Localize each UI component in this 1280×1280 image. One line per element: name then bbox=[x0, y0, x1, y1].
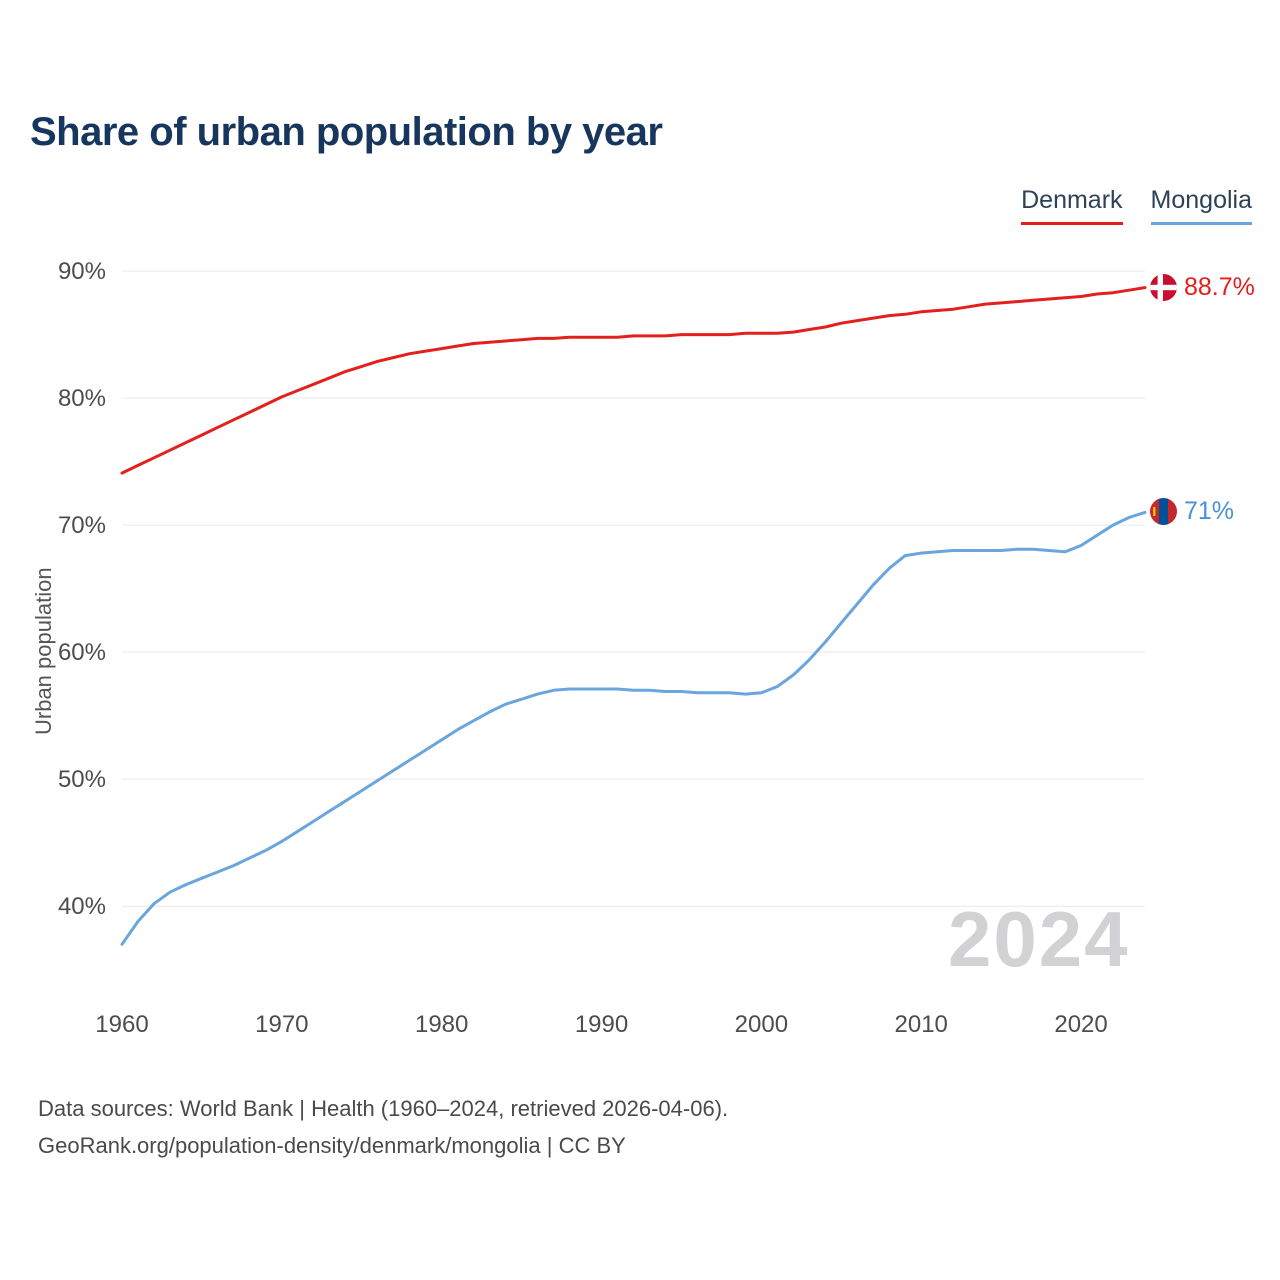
footer-sources: Data sources: World Bank | Health (1960–… bbox=[38, 1096, 729, 1121]
end-label-mongolia: 71% bbox=[1150, 497, 1234, 526]
svg-text:1970: 1970 bbox=[255, 1011, 308, 1038]
footer: Data sources: World Bank | Health (1960–… bbox=[38, 1090, 728, 1164]
svg-text:80%: 80% bbox=[58, 385, 106, 412]
svg-text:2020: 2020 bbox=[1054, 1011, 1107, 1038]
page-title: Share of urban population by year bbox=[30, 110, 663, 154]
y-axis-title: Urban population bbox=[31, 567, 56, 735]
svg-text:2010: 2010 bbox=[895, 1011, 948, 1038]
footer-attribution: GeoRank.org/population-density/denmark/m… bbox=[38, 1133, 626, 1158]
svg-text:60%: 60% bbox=[58, 639, 106, 666]
svg-text:1960: 1960 bbox=[95, 1011, 148, 1038]
mongolia-flag-icon bbox=[1150, 498, 1177, 525]
svg-text:50%: 50% bbox=[58, 766, 106, 793]
legend-item-denmark[interactable]: Denmark bbox=[1021, 186, 1123, 225]
chart-legend: Denmark Mongolia bbox=[1021, 186, 1252, 225]
svg-text:2000: 2000 bbox=[735, 1011, 788, 1038]
end-label-denmark-value: 88.7% bbox=[1184, 273, 1255, 301]
svg-text:40%: 40% bbox=[58, 893, 106, 920]
legend-item-mongolia[interactable]: Mongolia bbox=[1150, 186, 1252, 225]
svg-text:70%: 70% bbox=[58, 512, 106, 539]
svg-text:1990: 1990 bbox=[575, 1011, 628, 1038]
watermark-year: 2024 bbox=[948, 895, 1130, 983]
end-label-denmark: 88.7% bbox=[1150, 273, 1255, 302]
svg-text:90%: 90% bbox=[58, 258, 106, 285]
denmark-flag-icon bbox=[1150, 274, 1177, 301]
chart-canvas: 40% 50% 60% 70% 80% 90% 1960 1970 1980 1990 2000 20… bbox=[58, 258, 1147, 1038]
svg-text:1980: 1980 bbox=[415, 1011, 468, 1038]
end-label-mongolia-value: 71% bbox=[1184, 497, 1235, 525]
